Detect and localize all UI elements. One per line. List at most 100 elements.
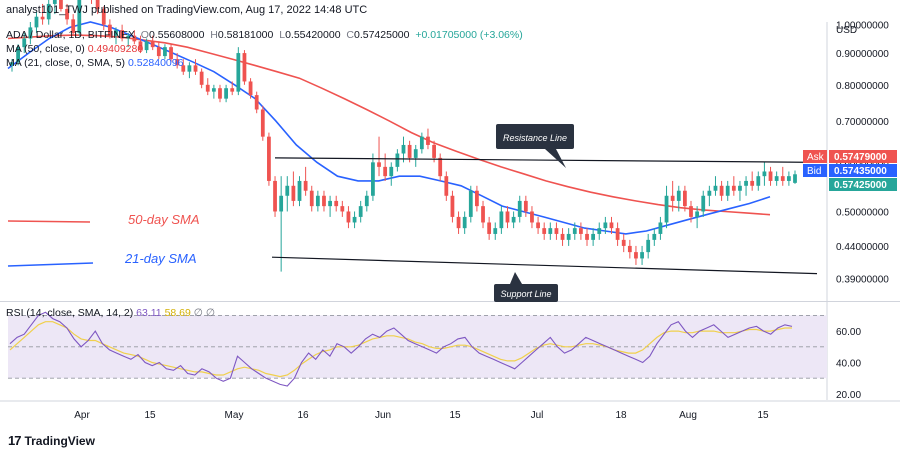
candle-body bbox=[346, 211, 351, 223]
candle-body bbox=[499, 211, 504, 229]
candle-body bbox=[725, 185, 730, 196]
candle-body bbox=[322, 195, 326, 207]
candle-body bbox=[744, 180, 748, 186]
candle-body bbox=[218, 88, 222, 99]
price-label-box bbox=[829, 178, 897, 191]
candle-body bbox=[738, 185, 742, 191]
candle-body bbox=[46, 3, 51, 20]
close-label: C bbox=[346, 29, 354, 41]
candle-body bbox=[254, 95, 259, 110]
candle-body bbox=[664, 195, 669, 223]
price-label-value: 0.57425000 bbox=[834, 180, 887, 191]
candle-body bbox=[670, 195, 675, 201]
price-label-value: 0.57479000 bbox=[834, 152, 887, 163]
resistance-callout-pointer bbox=[545, 149, 566, 168]
candle-body bbox=[719, 185, 724, 196]
candle-body bbox=[371, 162, 375, 196]
candle-body bbox=[487, 222, 492, 234]
candle-body bbox=[756, 176, 761, 186]
candle-body bbox=[28, 27, 33, 39]
candle-body bbox=[22, 38, 27, 48]
support-callout-label: Support Line bbox=[500, 289, 551, 299]
candle-body bbox=[328, 200, 332, 207]
candle-body bbox=[279, 195, 284, 212]
time-tick-label: 15 bbox=[449, 410, 461, 421]
candle-body bbox=[701, 195, 706, 212]
sma21-legend-stub bbox=[7, 262, 94, 267]
candle-body bbox=[475, 190, 479, 207]
resistance-callout bbox=[496, 124, 574, 149]
price-label-box bbox=[829, 164, 897, 177]
rsi-ma-value: 58.69 bbox=[164, 307, 191, 319]
candle-body bbox=[175, 59, 180, 66]
candle-body bbox=[16, 47, 21, 63]
time-tick-label: 18 bbox=[615, 410, 627, 421]
candle-body bbox=[542, 228, 547, 234]
candle-body bbox=[682, 190, 687, 207]
candle-body bbox=[242, 53, 247, 82]
rsi-line bbox=[9, 311, 793, 387]
rsi-tick-label: 20.00 bbox=[836, 390, 861, 401]
candle-body bbox=[193, 65, 198, 72]
candle-body bbox=[707, 190, 712, 196]
price-label-value: 0.57435000 bbox=[834, 166, 887, 177]
ma50-legend: MA (50, close, 0) 0.49409280 bbox=[6, 43, 143, 55]
candle-body bbox=[187, 65, 192, 72]
candle-body bbox=[352, 216, 357, 223]
rsi-tick-label: 40.00 bbox=[836, 358, 861, 369]
candle-body bbox=[609, 222, 614, 229]
candle-body bbox=[517, 200, 522, 217]
candle-body bbox=[59, 0, 63, 9]
candle-body bbox=[260, 109, 265, 137]
candle-body bbox=[71, 19, 76, 33]
candle-body bbox=[750, 180, 755, 186]
candle-body bbox=[652, 233, 657, 240]
candle-body bbox=[579, 228, 583, 234]
publisher-text: analyst101_TWJ published on TradingView.… bbox=[6, 4, 368, 16]
candle-body bbox=[340, 206, 345, 212]
ma21-label: MA (21, close, 0, SMA, 5) bbox=[6, 57, 126, 69]
candle-body bbox=[505, 211, 510, 223]
price-tick-label: 0.50000000 bbox=[836, 207, 889, 218]
ma21-legend: MA (21, close, 0, SMA, 5) 0.52840096 bbox=[6, 57, 183, 69]
candle-body bbox=[315, 195, 320, 207]
price-tick-label: 0.80000000 bbox=[836, 81, 889, 92]
candle-body bbox=[640, 252, 644, 259]
brand-name: TradingView bbox=[24, 433, 95, 448]
candle-body bbox=[658, 222, 663, 234]
candle-body bbox=[383, 166, 388, 177]
support-line bbox=[271, 256, 818, 275]
tradingview-logo-icon: 17 bbox=[8, 433, 22, 448]
candle-body bbox=[126, 35, 131, 39]
tradingview-footer: 17 TradingView bbox=[8, 433, 95, 448]
time-tick-label: Apr bbox=[74, 410, 90, 421]
candle-body bbox=[163, 47, 167, 57]
candle-body bbox=[462, 216, 467, 229]
price-label-box bbox=[829, 150, 897, 163]
close-value: 0.57425000 bbox=[353, 29, 410, 41]
candle-body bbox=[548, 228, 553, 234]
candle-body bbox=[597, 228, 602, 234]
ma50-value: 0.49409280 bbox=[87, 43, 144, 55]
candle-body bbox=[150, 41, 155, 48]
candle-body bbox=[432, 144, 436, 158]
rsi-extra: ∅ ∅ bbox=[193, 307, 215, 319]
high-value: 0.58181000 bbox=[217, 29, 274, 41]
candle-body bbox=[566, 233, 571, 240]
candle-body bbox=[285, 185, 290, 196]
candle-body bbox=[205, 84, 210, 92]
candle-body bbox=[450, 195, 455, 217]
ohlc-legend: ADA / Dollar, 1D, BITFINEX O0.55608000 H… bbox=[6, 29, 523, 41]
rsi-label: RSI (14, close, SMA, 14, 2) bbox=[6, 307, 134, 319]
candle-body bbox=[456, 216, 461, 229]
candle-body bbox=[230, 88, 235, 92]
sma21-annotation: 21-day SMA bbox=[124, 251, 197, 266]
candle-body bbox=[536, 222, 540, 229]
candle-body bbox=[793, 174, 797, 183]
candle-body bbox=[120, 30, 125, 39]
change-value: +0.01705000 (+3.06%) bbox=[415, 29, 523, 41]
price-tick-label: 0.39000000 bbox=[836, 274, 889, 285]
candle-body bbox=[786, 176, 791, 181]
sma50-annotation: 50-day SMA bbox=[128, 212, 200, 227]
candle-body bbox=[481, 206, 485, 223]
